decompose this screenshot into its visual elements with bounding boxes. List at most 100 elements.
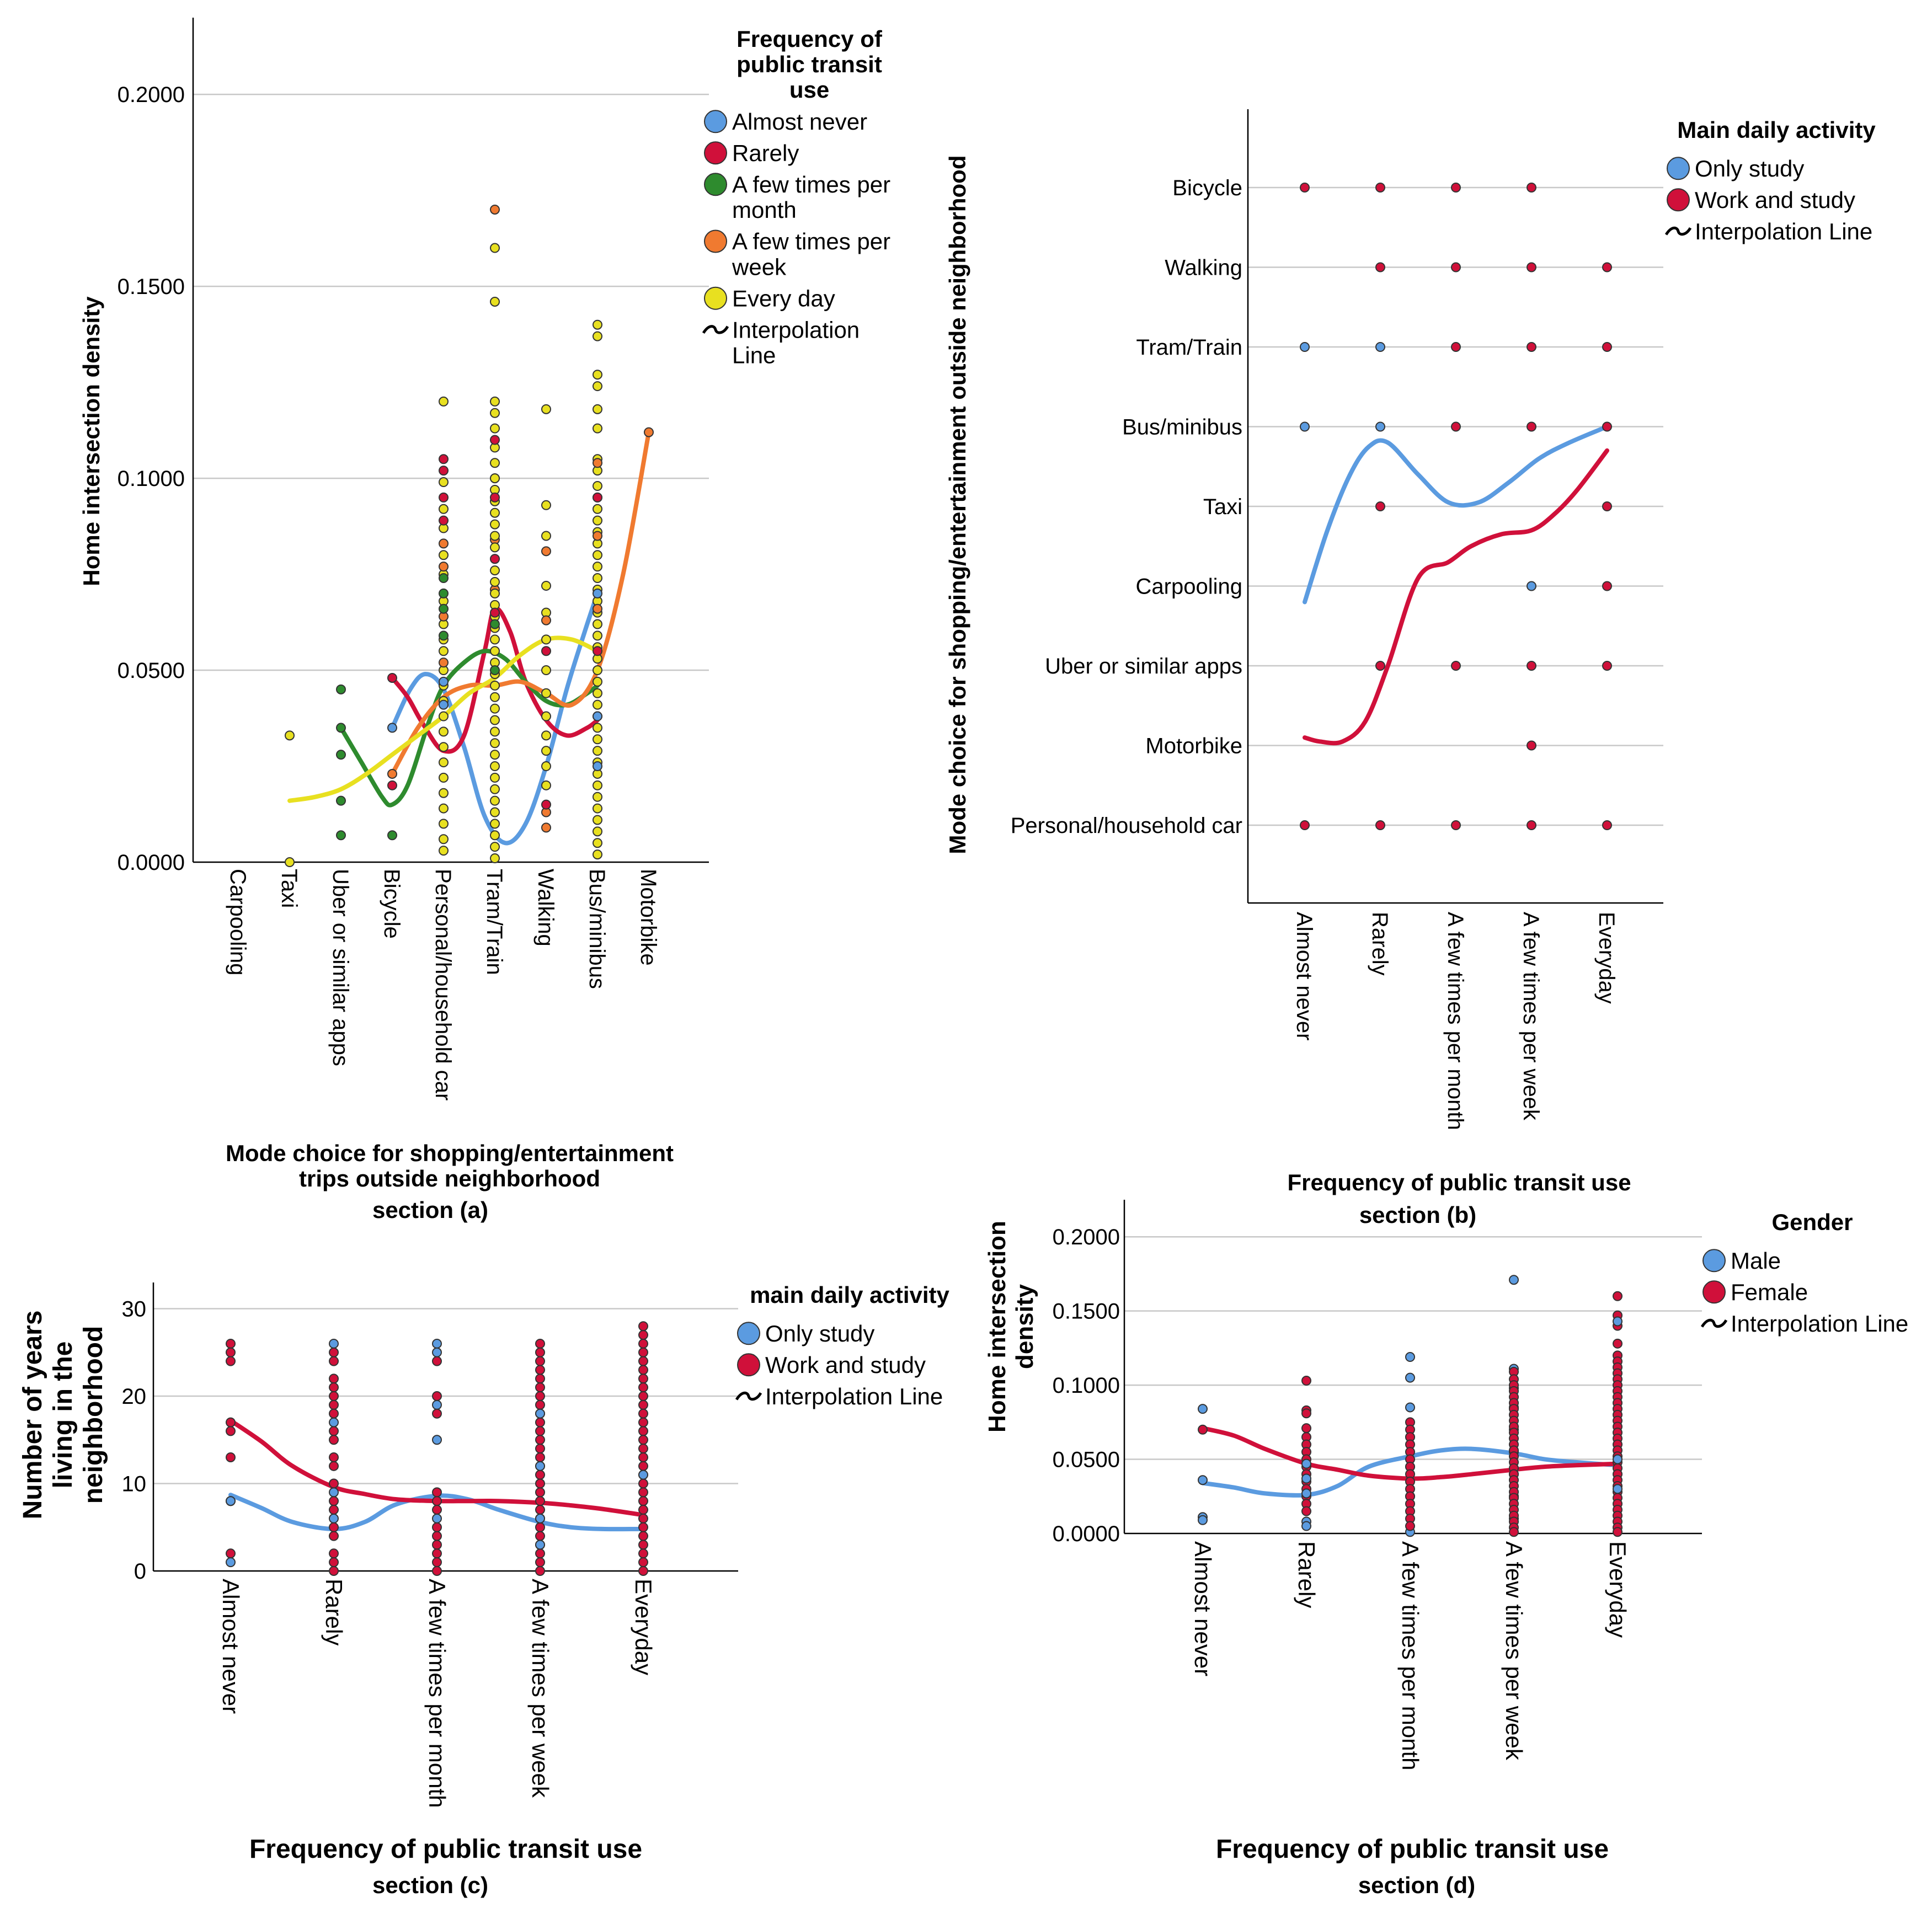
data-point bbox=[1613, 1291, 1623, 1301]
data-point bbox=[541, 404, 551, 414]
data-point bbox=[490, 458, 500, 468]
data-point bbox=[593, 331, 602, 341]
section-label: section (c) bbox=[372, 1872, 488, 1898]
data-point bbox=[593, 761, 602, 772]
data-point bbox=[329, 1496, 339, 1506]
data-point bbox=[490, 619, 500, 629]
data-point bbox=[226, 1548, 236, 1559]
legend-marker-red bbox=[1702, 1280, 1726, 1304]
data-point bbox=[638, 1478, 648, 1489]
data-point bbox=[432, 1391, 442, 1402]
x-tick-label: A few times per month bbox=[1443, 912, 1467, 1130]
data-point bbox=[490, 607, 500, 618]
data-point bbox=[1527, 820, 1536, 830]
data-point bbox=[432, 1487, 442, 1498]
data-point bbox=[1301, 1408, 1311, 1419]
data-point bbox=[1375, 183, 1385, 193]
data-point bbox=[1602, 262, 1612, 272]
legend-label: week bbox=[732, 254, 787, 280]
data-point bbox=[490, 507, 500, 518]
data-point bbox=[535, 1548, 545, 1559]
data-point bbox=[329, 1399, 339, 1410]
data-point bbox=[490, 576, 500, 587]
data-point bbox=[490, 646, 500, 656]
data-point bbox=[329, 1487, 339, 1498]
data-point bbox=[490, 408, 500, 418]
data-point bbox=[329, 1548, 339, 1559]
data-point bbox=[336, 830, 346, 841]
data-point bbox=[490, 680, 500, 691]
data-point bbox=[329, 1426, 339, 1436]
data-point bbox=[1602, 820, 1612, 830]
data-point bbox=[1613, 1338, 1623, 1349]
legend-title: Frequency of bbox=[736, 26, 883, 52]
data-point bbox=[1527, 581, 1536, 591]
data-point bbox=[1375, 501, 1385, 511]
data-point bbox=[432, 1557, 442, 1568]
x-tick-label: Rarely bbox=[1368, 912, 1392, 976]
data-point bbox=[593, 603, 602, 614]
data-point bbox=[226, 1557, 236, 1568]
data-point bbox=[593, 619, 602, 629]
x-tick-label: A few times per week bbox=[527, 1579, 553, 1798]
data-point bbox=[638, 1452, 648, 1462]
data-point bbox=[1451, 421, 1461, 432]
data-point bbox=[638, 1382, 648, 1393]
data-point bbox=[638, 1513, 648, 1524]
x-tick-label: Everyday bbox=[1594, 912, 1619, 1004]
data-point bbox=[439, 454, 449, 464]
data-point bbox=[1527, 342, 1536, 352]
data-point bbox=[1527, 661, 1536, 671]
y-tick-label: 30 bbox=[122, 1297, 147, 1322]
legend-marker-red bbox=[704, 141, 727, 165]
data-point bbox=[1300, 342, 1310, 352]
panel-a: 0.2000 0.1500 0.1000 0.0500 0.0000 Carpooling… bbox=[78, 18, 890, 1223]
data-point bbox=[593, 504, 602, 514]
data-point bbox=[490, 830, 500, 841]
data-point bbox=[1451, 661, 1461, 671]
data-point bbox=[1375, 421, 1385, 432]
data-point bbox=[541, 780, 551, 790]
data-point bbox=[439, 550, 449, 560]
data-point bbox=[336, 750, 346, 760]
data-point bbox=[490, 296, 500, 307]
data-point bbox=[593, 423, 602, 434]
data-point bbox=[329, 1461, 339, 1471]
legend-title: Main daily activity bbox=[1677, 117, 1876, 143]
data-point bbox=[490, 588, 500, 598]
data-point bbox=[1375, 262, 1385, 272]
data-point bbox=[638, 1461, 648, 1471]
data-point bbox=[1602, 661, 1612, 671]
legend-label: A few times per bbox=[732, 172, 890, 197]
data-point bbox=[439, 603, 449, 614]
data-point bbox=[535, 1417, 545, 1428]
data-point bbox=[490, 243, 500, 253]
data-point bbox=[593, 803, 602, 814]
legend-title: use bbox=[789, 77, 829, 103]
x-tick-label: Motorbike bbox=[636, 869, 660, 966]
data-point bbox=[1451, 183, 1461, 193]
data-point bbox=[285, 730, 295, 741]
data-point bbox=[439, 772, 449, 783]
interpolation-line-red bbox=[1303, 448, 1609, 746]
data-point bbox=[490, 726, 500, 737]
x-tick-label: Everyday bbox=[1605, 1541, 1631, 1638]
data-point bbox=[329, 1391, 339, 1402]
data-point bbox=[593, 792, 602, 802]
data-point bbox=[226, 1417, 236, 1428]
data-point bbox=[1613, 1527, 1623, 1537]
legend-interpolation-icon bbox=[1664, 226, 1692, 236]
data-point bbox=[329, 1505, 339, 1515]
data-point bbox=[638, 1505, 648, 1515]
data-point bbox=[1527, 183, 1536, 193]
y-tick-label: 0.0500 bbox=[1053, 1448, 1120, 1472]
data-point bbox=[535, 1522, 545, 1532]
data-point bbox=[593, 746, 602, 756]
data-point bbox=[535, 1557, 545, 1568]
data-point bbox=[535, 1461, 545, 1471]
data-point bbox=[535, 1373, 545, 1384]
data-point bbox=[593, 688, 602, 698]
y-tick-label: 10 bbox=[122, 1472, 147, 1497]
legend-title: Gender bbox=[1771, 1209, 1853, 1235]
